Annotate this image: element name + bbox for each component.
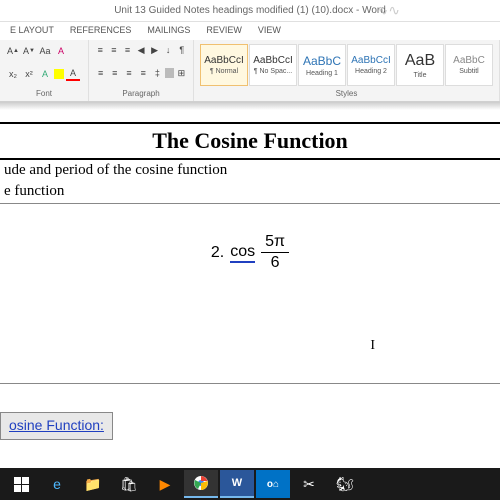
- ribbon-tabs: E LAYOUT REFERENCES MAILINGS REVIEW VIEW: [0, 22, 500, 40]
- styles-group: AaBbCcI ¶ Normal AaBbCcI ¶ No Spac... AaBbC H…: [194, 40, 500, 101]
- style-preview: AaBbCcI: [204, 55, 243, 66]
- borders-icon[interactable]: ⊞: [175, 66, 188, 80]
- style-preview: AaBbCcI: [351, 55, 390, 66]
- problem-number: 2.: [211, 244, 224, 262]
- task-snip[interactable]: ✂: [292, 470, 326, 498]
- align-right-icon[interactable]: ≡: [122, 66, 135, 80]
- clear-format-icon[interactable]: A: [54, 44, 68, 58]
- sort-icon[interactable]: ↓: [162, 43, 175, 57]
- increase-font-icon[interactable]: A▲: [6, 44, 20, 58]
- divider-line: [0, 203, 500, 204]
- task-word[interactable]: W: [220, 470, 254, 498]
- body-line-1: ude and period of the cosine function: [0, 160, 500, 181]
- scribble-decoration: ∿∿: [377, 2, 400, 19]
- bullets-icon[interactable]: ≡: [94, 43, 107, 57]
- doc-title: The Cosine Function: [152, 128, 348, 153]
- style-box-0[interactable]: AaBbCcI ¶ Normal: [200, 44, 248, 86]
- style-preview: AaBbCcI: [253, 55, 292, 66]
- document-content: The Cosine Function ude and period of th…: [0, 110, 500, 271]
- font-group: A▲ A▼ Aa A x₂ x² A A Font: [0, 40, 89, 101]
- taskbar: e 📁 🛍 ▶ W o⌂ ✂ 🐿: [0, 468, 500, 500]
- ribbon: A▲ A▼ Aa A x₂ x² A A Font ≡ ≡ ≡ ◀ ▶ ↓ ¶ …: [0, 40, 500, 102]
- style-box-4[interactable]: AaB Title: [396, 44, 444, 86]
- align-left-icon[interactable]: ≡: [94, 66, 107, 80]
- decrease-indent-icon[interactable]: ◀: [135, 43, 148, 57]
- text-cursor-icon: I: [370, 338, 375, 354]
- justify-icon[interactable]: ≡: [137, 66, 150, 80]
- font-color-icon[interactable]: A: [66, 67, 80, 81]
- task-app[interactable]: 🐿: [328, 470, 362, 498]
- paragraph-group-label: Paragraph: [93, 88, 189, 99]
- task-chrome[interactable]: [184, 470, 218, 498]
- style-name: ¶ No Spac...: [254, 68, 292, 75]
- style-name: ¶ Normal: [210, 68, 238, 75]
- fraction-denominator: 6: [271, 253, 280, 271]
- style-name: Subtitl: [459, 68, 478, 75]
- style-box-1[interactable]: AaBbCcI ¶ No Spac...: [249, 44, 297, 86]
- style-preview: AaB: [405, 52, 435, 70]
- tab-references[interactable]: REFERENCES: [62, 22, 140, 40]
- tab-mailings[interactable]: MAILINGS: [139, 22, 198, 40]
- text-effects-icon[interactable]: A: [38, 67, 52, 81]
- document-area[interactable]: The Cosine Function ude and period of th…: [0, 102, 500, 442]
- style-box-2[interactable]: AaBbC Heading 1: [298, 44, 346, 86]
- body-line-2: e function: [0, 181, 500, 202]
- style-preview: AaBbC: [453, 55, 485, 66]
- styles-group-label: Styles: [198, 88, 495, 99]
- task-store[interactable]: 🛍: [112, 470, 146, 498]
- numbering-icon[interactable]: ≡: [108, 43, 121, 57]
- show-marks-icon[interactable]: ¶: [175, 43, 188, 57]
- change-case-icon[interactable]: Aa: [38, 44, 52, 58]
- title-box: The Cosine Function: [0, 122, 500, 160]
- increase-indent-icon[interactable]: ▶: [148, 43, 161, 57]
- task-explorer[interactable]: 📁: [76, 470, 110, 498]
- style-name: Heading 2: [355, 68, 387, 75]
- line-spacing-icon[interactable]: ‡: [151, 66, 164, 80]
- task-media[interactable]: ▶: [148, 470, 182, 498]
- cos-label: cos: [230, 243, 255, 263]
- style-preview: AaBbC: [303, 54, 341, 68]
- title-bar: Unit 13 Guided Notes headings modified (…: [0, 0, 500, 22]
- fraction: 5π 6: [261, 234, 289, 271]
- tab-view[interactable]: VIEW: [250, 22, 289, 40]
- document-filename: Unit 13 Guided Notes headings modified (…: [114, 5, 386, 16]
- tab-layout[interactable]: E LAYOUT: [2, 22, 62, 40]
- task-outlook[interactable]: o⌂: [256, 470, 290, 498]
- shading-icon[interactable]: [165, 68, 174, 78]
- style-box-5[interactable]: AaBbC Subtitl: [445, 44, 493, 86]
- style-name: Title: [414, 72, 427, 79]
- superscript-icon[interactable]: x²: [22, 67, 36, 81]
- multilevel-icon[interactable]: ≡: [121, 43, 134, 57]
- style-box-3[interactable]: AaBbCcI Heading 2: [347, 44, 395, 86]
- tab-review[interactable]: REVIEW: [198, 22, 250, 40]
- link-box[interactable]: osine Function:: [0, 412, 113, 440]
- font-group-label: Font: [4, 88, 84, 99]
- align-center-icon[interactable]: ≡: [108, 66, 121, 80]
- task-ie[interactable]: e: [40, 470, 74, 498]
- paragraph-group: ≡ ≡ ≡ ◀ ▶ ↓ ¶ ≡ ≡ ≡ ≡ ‡ ⊞ Paragraph: [89, 40, 194, 101]
- start-button[interactable]: [4, 470, 38, 498]
- windows-logo-icon: [14, 477, 29, 492]
- chrome-icon: [193, 475, 209, 491]
- link-text: osine Function:: [9, 417, 104, 433]
- fraction-numerator: 5π: [261, 234, 289, 253]
- math-expression: 2. cos 5π 6: [0, 234, 500, 271]
- mid-divider: [0, 383, 500, 384]
- highlight-icon[interactable]: [54, 69, 64, 79]
- subscript-icon[interactable]: x₂: [6, 67, 20, 81]
- style-name: Heading 1: [306, 70, 338, 77]
- decrease-font-icon[interactable]: A▼: [22, 44, 36, 58]
- page-shadow: [0, 102, 500, 110]
